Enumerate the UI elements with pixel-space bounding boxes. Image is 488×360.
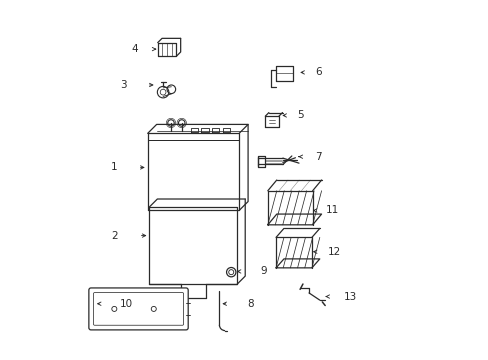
FancyBboxPatch shape (89, 288, 188, 330)
Text: 6: 6 (315, 67, 322, 77)
Text: 2: 2 (111, 231, 118, 240)
Text: 1: 1 (111, 162, 118, 172)
Text: 4: 4 (131, 44, 137, 54)
Text: 11: 11 (325, 206, 339, 216)
Text: 9: 9 (260, 266, 266, 276)
Text: 5: 5 (297, 111, 304, 121)
Text: 12: 12 (327, 247, 341, 257)
Text: 10: 10 (120, 299, 133, 309)
FancyBboxPatch shape (93, 293, 183, 325)
Text: 8: 8 (247, 299, 253, 309)
Text: 3: 3 (120, 80, 126, 90)
Text: 7: 7 (315, 152, 322, 162)
Text: 13: 13 (344, 292, 357, 302)
